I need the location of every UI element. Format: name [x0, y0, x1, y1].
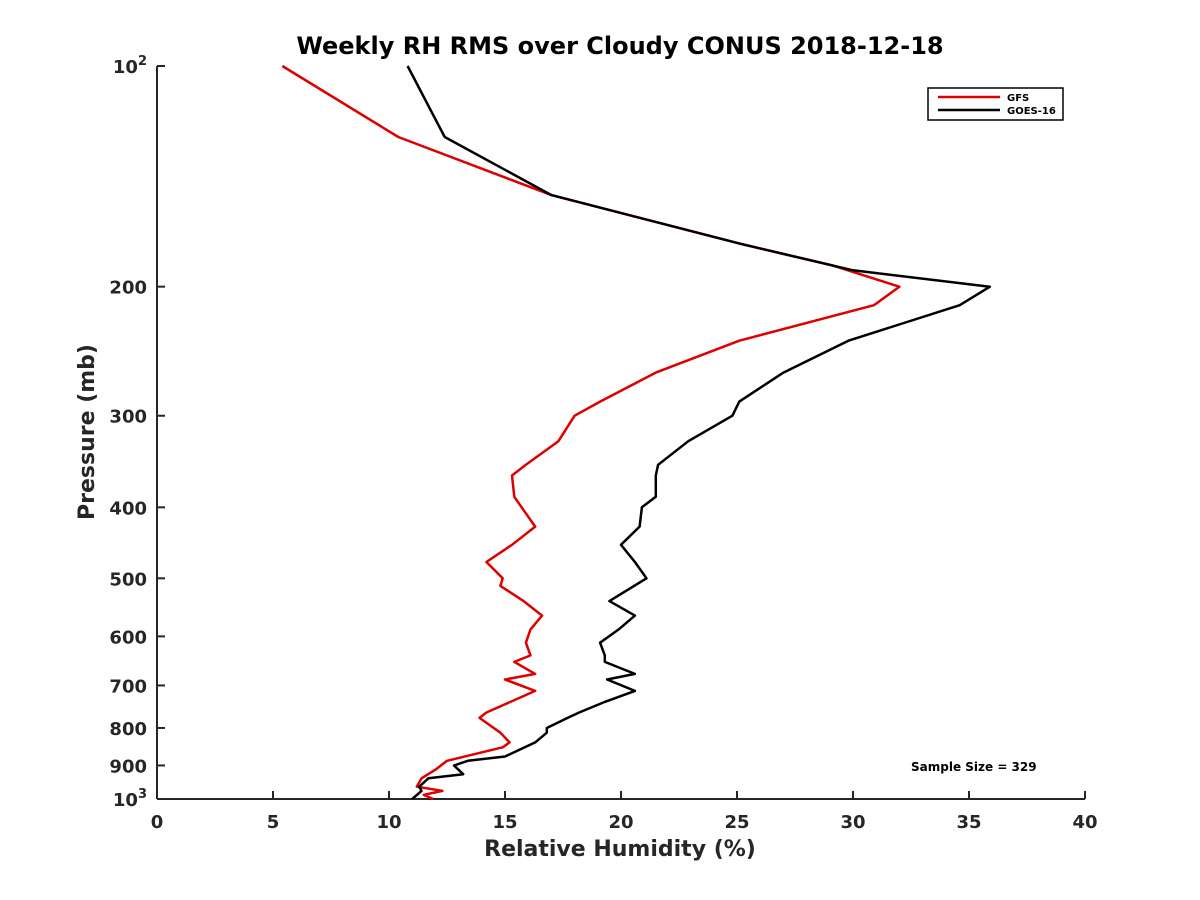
x-axis-label: Relative Humidity (%) — [484, 837, 756, 862]
x-tick-label: 25 — [724, 812, 749, 833]
sample-size-annotation: Sample Size = 329 — [911, 760, 1037, 774]
y-tick-label: 900 — [109, 756, 147, 777]
legend-label: GFS — [1007, 93, 1029, 104]
y-tick-label: 300 — [109, 407, 147, 428]
axes — [156, 66, 1085, 800]
legend: GFS GOES-16 — [927, 87, 1064, 121]
y-tick-label: 400 — [109, 498, 147, 519]
x-tick-label: 0 — [151, 812, 164, 833]
series-lines — [281, 64, 992, 801]
y-tick-label: 800 — [109, 719, 147, 740]
series-line-goes-16 — [406, 65, 992, 800]
x-tick-label: 40 — [1072, 812, 1097, 833]
y-tick-label: 500 — [109, 569, 147, 590]
y-tick-exponent: 3 — [138, 787, 147, 802]
y-tick-label: 600 — [109, 627, 147, 648]
y-tick-base: 10 — [113, 790, 138, 811]
x-tick-labels: 0 5 10 15 20 25 30 35 40 — [151, 791, 1098, 833]
chart-title: Weekly RH RMS over Cloudy CONUS 2018-12-… — [296, 32, 943, 60]
x-tick-label: 30 — [840, 812, 865, 833]
x-tick-label: 10 — [376, 812, 401, 833]
y-tick-label: 700 — [109, 676, 147, 697]
x-tick-label: 35 — [956, 812, 981, 833]
y-tick-base: 10 — [113, 57, 138, 78]
x-tick-label: 20 — [608, 812, 633, 833]
y-tick-label: 102 — [113, 54, 147, 78]
y-axis-label: Pressure (mb) — [75, 344, 100, 520]
x-tick-label: 15 — [492, 812, 517, 833]
x-tick-label: 5 — [267, 812, 280, 833]
y-tick-label: 103 — [113, 787, 147, 811]
legend-box — [927, 87, 1064, 121]
y-tick-label: 200 — [109, 278, 147, 299]
series-line-gfs — [281, 64, 901, 801]
legend-label: GOES-16 — [1007, 106, 1056, 117]
y-tick-exponent: 2 — [138, 54, 147, 69]
